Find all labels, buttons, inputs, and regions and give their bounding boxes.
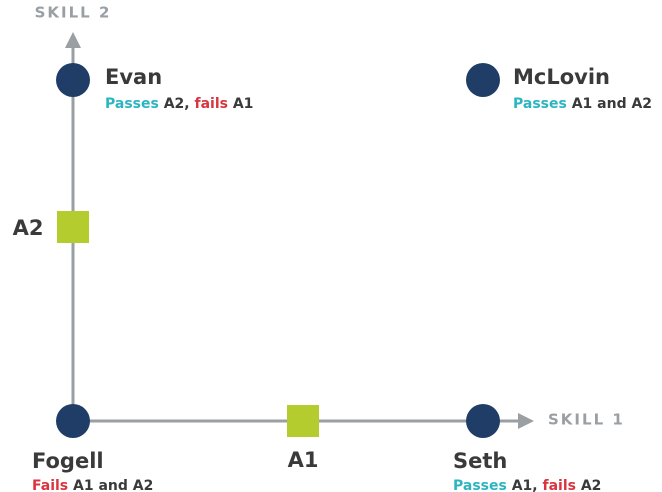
description-segment: A1 and A2	[567, 96, 652, 112]
node-description: Fails A1 and A2	[32, 478, 153, 492]
description-segment: A1	[228, 96, 253, 112]
description-segment: A2	[576, 478, 601, 492]
description-segment: A1 and A2	[68, 478, 153, 492]
marker-label: A2	[13, 216, 44, 240]
node	[466, 404, 500, 438]
node-description: Passes A1 and A2	[513, 96, 652, 112]
description-segment: fails	[194, 96, 227, 112]
marker	[287, 405, 319, 437]
node-name: Seth	[453, 449, 507, 473]
marker-label: A1	[288, 448, 319, 472]
description-segment: Fails	[32, 478, 68, 492]
node-labels: Evan Passes A2, fails A1 McLovin Passes A1 …	[32, 65, 652, 492]
description-segment: fails	[542, 478, 575, 492]
node-description: Passes A1, fails A2	[453, 478, 601, 492]
description-segment: Passes	[513, 96, 567, 112]
x-arrow	[518, 413, 534, 429]
x-axis-label: SKILL 1	[548, 411, 625, 429]
node-name: Evan	[105, 65, 162, 89]
description-segment: A1,	[507, 478, 543, 492]
y-axis-label: SKILL 2	[35, 4, 112, 22]
y-arrow	[65, 32, 81, 48]
node	[56, 404, 90, 438]
description-segment: Passes	[453, 478, 507, 492]
node-name: Fogell	[32, 449, 104, 473]
marker	[57, 211, 89, 243]
node	[466, 63, 500, 97]
node-name: McLovin	[513, 65, 610, 89]
description-segment: Passes	[105, 96, 159, 112]
description-segment: A2,	[159, 96, 195, 112]
node	[56, 63, 90, 97]
node-description: Passes A2, fails A1	[105, 96, 253, 112]
